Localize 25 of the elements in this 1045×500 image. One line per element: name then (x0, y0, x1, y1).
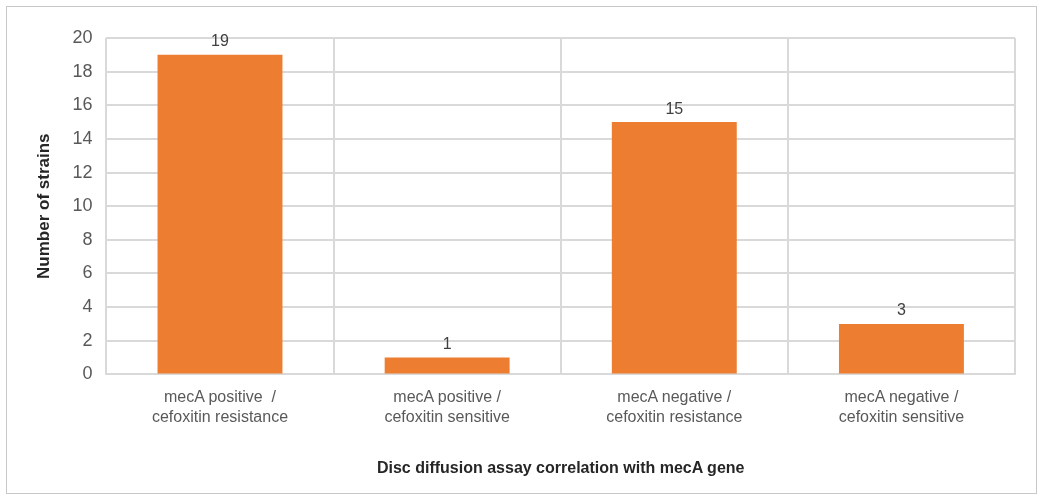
y-tick-label: 2 (82, 329, 93, 350)
y-tick-label: 4 (82, 296, 93, 317)
x-tick-label: mecA positive / cefoxitin sensitive (384, 388, 510, 425)
y-tick-label: 16 (72, 94, 93, 115)
y-tick-label: 0 (82, 363, 93, 384)
y-tick-label: 6 (82, 262, 93, 283)
y-tick-label: 18 (72, 60, 93, 81)
x-tick-label: mecA positive / cefoxitin resistance (151, 388, 289, 425)
y-axis-title: Number of strains (33, 133, 53, 279)
bar (157, 54, 283, 374)
bar (611, 122, 737, 374)
x-tick-label: mecA negative / cefoxitin resistance (606, 388, 743, 425)
data-label: 1 (442, 334, 452, 352)
data-label: 19 (211, 32, 229, 50)
y-tick-label: 20 (72, 26, 93, 47)
y-tick-label: 12 (72, 161, 93, 182)
y-tick-label: 10 (72, 195, 93, 216)
bar (384, 357, 510, 374)
x-axis-title: Disc diffusion assay correlation with mecA gene (376, 458, 745, 476)
bar (838, 323, 964, 374)
x-tick-label: mecA negative / cefoxitin sensitive (838, 388, 965, 425)
data-label: 3 (896, 301, 906, 319)
y-tick-label: 8 (82, 228, 93, 249)
data-label: 15 (665, 99, 684, 117)
y-tick-label: 14 (72, 127, 93, 148)
